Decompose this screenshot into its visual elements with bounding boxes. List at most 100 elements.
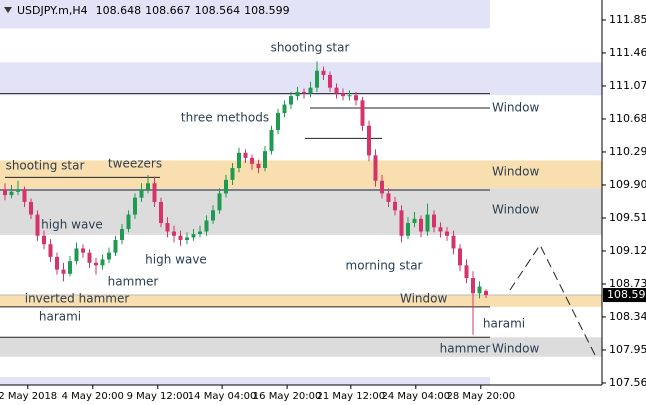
candle-body <box>198 231 202 235</box>
candle-body <box>432 214 436 228</box>
candle-body <box>360 100 365 126</box>
x-tick-label: 14 May 04:00 <box>188 391 257 402</box>
zone <box>0 188 602 235</box>
candle-body <box>386 193 391 202</box>
candle-body <box>282 104 287 114</box>
y-tick-label: 111.070 <box>609 79 646 92</box>
annotation: shooting star <box>6 159 85 173</box>
annotation: Window <box>400 292 448 306</box>
candle-body <box>107 252 111 260</box>
zone <box>0 160 602 189</box>
candle-body <box>204 220 209 232</box>
candle-body <box>29 201 33 215</box>
candle-body <box>347 95 352 97</box>
candle-body <box>380 180 384 194</box>
annotations: shooting star three methods shooting star t… <box>6 41 540 356</box>
candle-body <box>178 235 183 240</box>
candle-body <box>269 129 274 152</box>
candle-body <box>276 113 280 130</box>
y-tick-label: 110.680 <box>609 112 646 125</box>
annotation: inverted hammer <box>25 292 130 306</box>
candle-body <box>354 95 358 101</box>
candle-body <box>3 189 7 196</box>
candle-body <box>165 223 170 232</box>
annotation: tweezers <box>108 157 162 171</box>
candle-body <box>224 179 228 194</box>
annotation: three methods <box>181 111 269 125</box>
zones <box>0 0 602 385</box>
candle-body <box>373 155 378 181</box>
y-tick-label: 109.900 <box>609 178 646 191</box>
zone <box>0 0 490 29</box>
close: 108.599 <box>244 4 290 17</box>
candle-body <box>100 259 105 266</box>
annotation: Window <box>492 101 540 115</box>
symbol: USDJPY.m,H4 <box>17 4 88 17</box>
x-tick-label: 9 May 12:00 <box>127 391 189 402</box>
candle-body <box>425 214 430 232</box>
chart-title: USDJPY.m,H4 108.648 108.667 108.564 108.599 <box>17 4 290 17</box>
y-tick-label: 109.120 <box>609 244 646 257</box>
candle-body <box>68 261 72 274</box>
annotation: high wave <box>41 218 103 232</box>
candle-body <box>217 193 222 211</box>
zone <box>0 337 602 357</box>
candle-body <box>152 183 157 202</box>
candle-body <box>87 252 92 263</box>
candle-body <box>55 256 59 270</box>
price-label: 108.599 <box>607 288 646 301</box>
candle-body <box>120 228 124 240</box>
y-tick-label: 107.560 <box>609 376 646 389</box>
y-tick-label: 110.290 <box>609 145 646 158</box>
zone <box>0 294 602 307</box>
candle-body <box>146 183 150 190</box>
candle-body <box>412 218 417 224</box>
candle-body <box>243 152 248 158</box>
candle-body <box>48 244 53 257</box>
x-tick-label: 24 May 04:00 <box>382 391 451 402</box>
annotation: morning star <box>346 259 423 273</box>
title-icon <box>4 7 12 13</box>
candle-body <box>256 163 261 169</box>
candle-body <box>477 286 482 294</box>
y-tick-label: 108.340 <box>609 310 646 323</box>
candle-body <box>315 70 319 88</box>
x-tick-label: 16 May 20:00 <box>253 391 322 402</box>
annotation: Window <box>492 203 540 217</box>
candle-body <box>328 74 332 88</box>
candle-body <box>295 91 300 97</box>
candle-body <box>74 248 79 262</box>
candle-body <box>42 235 46 245</box>
candle-body <box>22 189 27 202</box>
candles <box>3 61 488 335</box>
annotation: Window <box>492 165 540 179</box>
candle-body <box>211 210 215 221</box>
candle-body <box>191 234 196 238</box>
candle-body <box>94 262 98 266</box>
y-tick-label: 111.850 <box>609 13 646 26</box>
candle-body <box>126 214 131 229</box>
candle-body <box>321 70 326 75</box>
x-tick-label: 28 May 20:00 <box>447 391 516 402</box>
candle-body <box>230 168 235 180</box>
open: 108.648 <box>96 4 142 17</box>
candle-body <box>113 239 118 253</box>
low: 108.564 <box>195 4 241 17</box>
candle-body <box>139 189 144 198</box>
annotation: harami <box>39 310 81 324</box>
annotation: hammer <box>108 275 159 289</box>
candle-body <box>61 269 66 274</box>
candle-body <box>133 197 137 215</box>
candle-body <box>81 248 85 253</box>
candle-body <box>341 93 345 97</box>
candle-body <box>237 152 241 169</box>
candle-body <box>289 96 293 105</box>
candle-body <box>471 278 475 294</box>
candle-body <box>484 290 488 296</box>
annotation: high wave <box>145 253 207 267</box>
candle-body <box>451 235 456 249</box>
projection <box>509 244 596 356</box>
candle-body <box>35 214 40 236</box>
candle-body <box>438 227 443 232</box>
